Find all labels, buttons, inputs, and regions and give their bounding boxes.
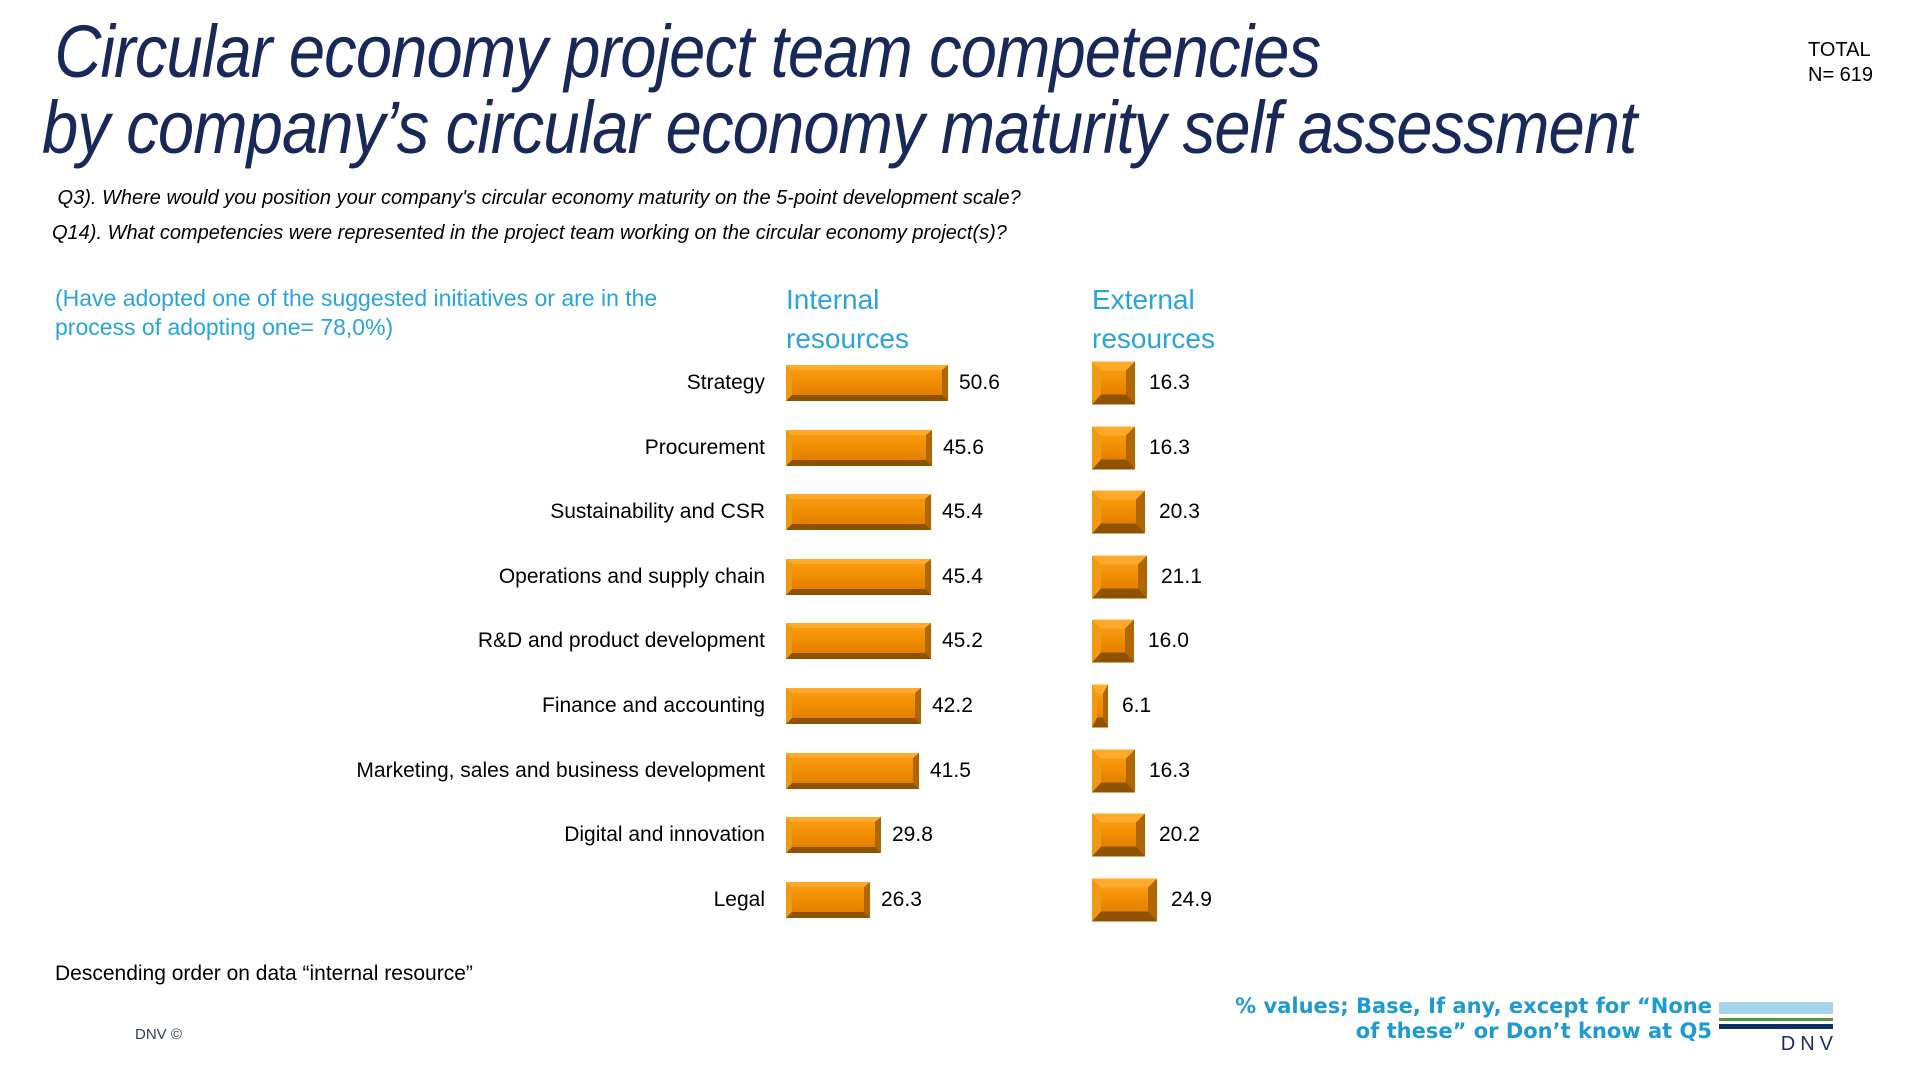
category-label: Sustainability and CSR bbox=[550, 500, 765, 524]
external-value: 16.3 bbox=[1149, 371, 1190, 394]
page-title: Circular economy project team competenci… bbox=[42, 14, 1854, 166]
internal-value: 45.6 bbox=[943, 435, 984, 459]
base-note-line2: of these” or Don’t know at Q5 bbox=[1355, 1019, 1712, 1043]
category-label: Finance and accounting bbox=[542, 694, 765, 717]
internal-bar bbox=[786, 881, 870, 918]
internal-bar bbox=[786, 494, 931, 531]
external-value: 16.3 bbox=[1149, 758, 1190, 782]
external-bar bbox=[1092, 361, 1135, 405]
total-value: N= 619 bbox=[1808, 64, 1874, 86]
internal-value: 45.4 bbox=[942, 564, 983, 588]
chart-row: R&D and product development 45.2 16.0 bbox=[0, 609, 1920, 674]
internal-bar bbox=[786, 752, 919, 789]
category-label: Operations and supply chain bbox=[498, 564, 765, 588]
internal-bar bbox=[786, 817, 881, 854]
internal-bar bbox=[786, 623, 931, 660]
page-title-line1: Circular economy project team competenci… bbox=[54, 10, 1321, 93]
external-value: 20.2 bbox=[1159, 823, 1200, 847]
external-value: 20.3 bbox=[1159, 500, 1200, 524]
category-label: Strategy bbox=[686, 371, 765, 394]
external-value: 16.0 bbox=[1148, 629, 1189, 653]
logo-bar-green bbox=[1719, 1018, 1833, 1021]
adoption-note: (Have adopted one of the suggested initi… bbox=[55, 285, 658, 340]
chart-row: Sustainability and CSR 45.4 20.3 bbox=[0, 480, 1920, 545]
external-value: 24.9 bbox=[1171, 887, 1212, 911]
chart-row: Marketing, sales and business developmen… bbox=[0, 738, 1920, 803]
base-note-line1: % values; Base, If any, except for “None bbox=[1235, 994, 1712, 1018]
internal-value: 50.6 bbox=[959, 371, 1000, 394]
chart-row: Operations and supply chain 45.4 21.1 bbox=[0, 544, 1920, 609]
category-label: Legal bbox=[713, 887, 765, 911]
internal-value: 26.3 bbox=[881, 887, 922, 911]
internal-value: 41.5 bbox=[930, 758, 971, 782]
category-label: Procurement bbox=[644, 435, 765, 459]
category-label: R&D and product development bbox=[477, 629, 765, 653]
external-bar bbox=[1092, 619, 1134, 663]
external-bar bbox=[1092, 555, 1147, 599]
external-resources-header: External resources bbox=[1092, 284, 1215, 354]
internal-bar bbox=[786, 365, 948, 401]
base-note: % values; Base, If any, except for “None… bbox=[1235, 994, 1712, 1044]
chart-row: Procurement 45.6 16.3 bbox=[0, 415, 1920, 480]
logo-text: DNV bbox=[1780, 1033, 1838, 1055]
copyright: DNV © bbox=[135, 1026, 182, 1043]
page-title-line2: by company’s circular economy maturity s… bbox=[42, 86, 1637, 169]
external-bar bbox=[1092, 490, 1145, 534]
total-badge: TOTAL N= 619 bbox=[1808, 38, 1873, 88]
internal-bar bbox=[786, 429, 932, 466]
question-q14: Q14). What competencies were represented… bbox=[52, 222, 1007, 244]
category-label: Digital and innovation bbox=[564, 823, 765, 847]
chart-row: Strategy 50.6 16.3 bbox=[0, 351, 1920, 416]
internal-value: 45.4 bbox=[942, 500, 983, 524]
logo-bar-navy bbox=[1719, 1024, 1833, 1029]
external-bar bbox=[1092, 684, 1108, 728]
external-bar bbox=[1092, 878, 1157, 922]
logo-bar-lightblue bbox=[1719, 1002, 1833, 1014]
external-bar bbox=[1092, 749, 1135, 793]
internal-value: 42.2 bbox=[932, 694, 973, 717]
category-label: Marketing, sales and business developmen… bbox=[356, 758, 765, 782]
internal-bar bbox=[786, 558, 931, 595]
external-bar bbox=[1092, 813, 1145, 857]
internal-value: 45.2 bbox=[942, 629, 983, 653]
question-q3: Q3). Where would you position your compa… bbox=[52, 187, 1021, 209]
internal-bar bbox=[786, 688, 921, 724]
total-label: TOTAL bbox=[1808, 39, 1871, 61]
external-bar bbox=[1092, 426, 1135, 470]
dnv-logo: DNV bbox=[1719, 1002, 1833, 1056]
chart-row: Legal 26.3 24.9 bbox=[0, 867, 1920, 932]
sort-note: Descending order on data “internal resou… bbox=[55, 962, 473, 985]
external-value: 21.1 bbox=[1161, 564, 1202, 588]
chart-row: Digital and innovation 29.8 20.2 bbox=[0, 803, 1920, 868]
external-value: 6.1 bbox=[1122, 694, 1152, 717]
internal-value: 29.8 bbox=[892, 823, 933, 847]
internal-resources-header: Internal resources bbox=[786, 284, 909, 354]
external-value: 16.3 bbox=[1149, 435, 1190, 459]
chart-row: Finance and accounting 42.2 6.1 bbox=[0, 674, 1920, 739]
